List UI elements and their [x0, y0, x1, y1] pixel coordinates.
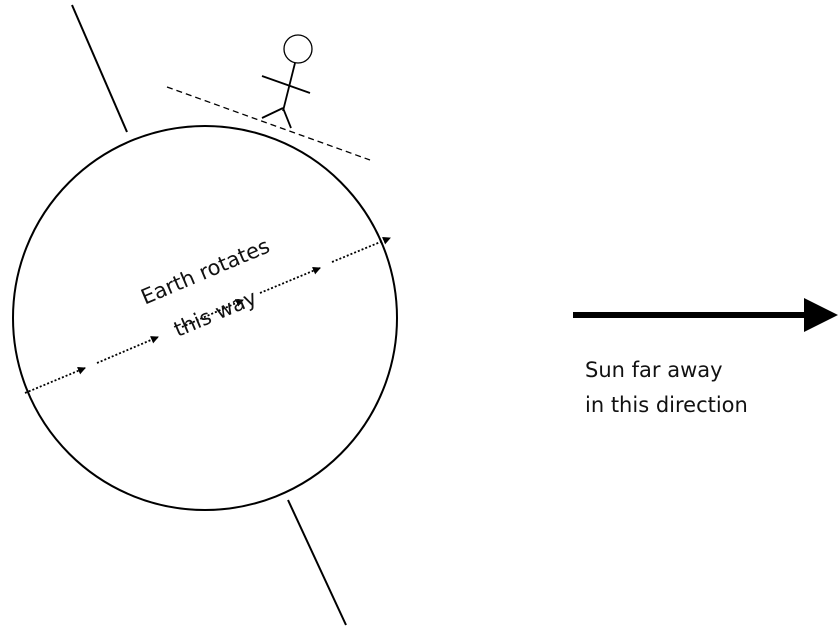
- horizon-line: [167, 87, 370, 160]
- rotation-label: this way: [170, 285, 260, 341]
- sun-label: in this direction: [585, 393, 748, 417]
- axis-top: [72, 5, 127, 132]
- axis-bottom: [288, 500, 346, 625]
- sun-label: Sun far away: [585, 358, 723, 382]
- diagram: Earth rotates this way Sun far away in t…: [0, 0, 838, 627]
- sun-arrowhead: [804, 298, 838, 332]
- observer: [262, 35, 312, 128]
- page: Earth rotates this way Sun far away in t…: [0, 0, 838, 627]
